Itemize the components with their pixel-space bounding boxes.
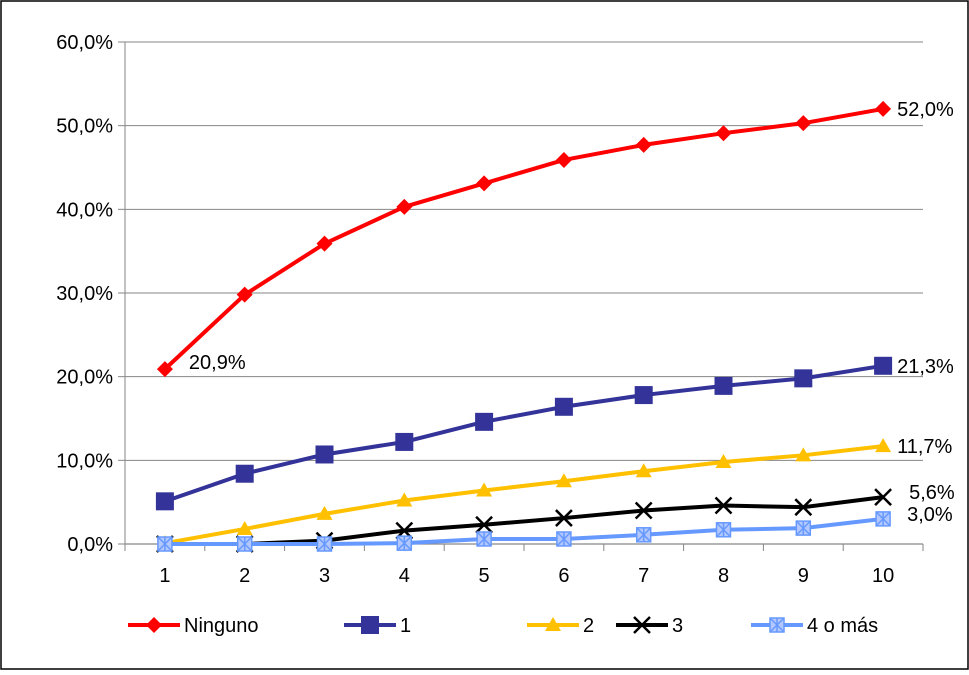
data-point <box>397 536 411 550</box>
data-point <box>637 528 651 542</box>
y-tick-label: 40,0% <box>56 199 113 221</box>
data-point <box>318 537 332 551</box>
x-tick-label: 2 <box>239 565 250 587</box>
x-tick-label: 10 <box>872 565 894 587</box>
y-tick-label: 20,0% <box>56 367 113 389</box>
data-label: 20,9% <box>189 352 246 374</box>
data-point <box>477 532 491 546</box>
legend-label: 1 <box>400 615 411 637</box>
x-tick-label: 8 <box>718 565 729 587</box>
x-tick-label: 3 <box>319 565 330 587</box>
data-point <box>715 377 733 395</box>
x-tick-label: 5 <box>479 565 490 587</box>
data-point <box>717 523 731 537</box>
data-label: 11,7% <box>897 436 952 458</box>
data-point <box>238 537 252 551</box>
legend-label: 2 <box>583 615 594 637</box>
data-label: 3,0% <box>907 504 953 526</box>
data-point <box>796 521 810 535</box>
data-point <box>555 398 573 416</box>
legend-label: Ninguno <box>184 615 259 637</box>
square-marker <box>316 445 334 463</box>
data-point <box>158 537 172 551</box>
data-point <box>794 369 812 387</box>
square-marker <box>635 386 653 404</box>
data-point <box>770 618 784 632</box>
square-marker <box>475 413 493 431</box>
y-tick-label: 60,0% <box>56 32 113 54</box>
data-point <box>874 357 892 375</box>
data-point <box>361 616 379 634</box>
square-marker <box>715 377 733 395</box>
y-tick-label: 30,0% <box>56 283 113 305</box>
square-marker <box>794 369 812 387</box>
square-marker <box>555 398 573 416</box>
y-tick-label: 10,0% <box>56 450 113 472</box>
x-tick-label: 9 <box>798 565 809 587</box>
data-point <box>156 492 174 510</box>
y-tick-label: 50,0% <box>56 116 113 138</box>
data-point <box>316 445 334 463</box>
data-label: 21,3% <box>897 356 954 378</box>
legend-label: 3 <box>672 615 683 637</box>
square-marker <box>236 465 254 483</box>
data-point <box>557 532 571 546</box>
data-point <box>876 512 890 526</box>
square-marker <box>874 357 892 375</box>
data-point <box>236 465 254 483</box>
square-marker <box>361 616 379 634</box>
legend-label: 4 o más <box>807 615 878 637</box>
data-point <box>395 433 413 451</box>
square-marker <box>395 433 413 451</box>
x-tick-label: 7 <box>638 565 649 587</box>
data-label: 52,0% <box>897 99 954 121</box>
x-tick-label: 4 <box>399 565 410 587</box>
y-tick-label: 0,0% <box>67 534 113 556</box>
x-tick-label: 6 <box>558 565 569 587</box>
data-label: 5,6% <box>909 482 955 504</box>
data-point <box>475 413 493 431</box>
square-marker <box>156 492 174 510</box>
data-point <box>635 386 653 404</box>
x-tick-label: 1 <box>159 565 170 587</box>
